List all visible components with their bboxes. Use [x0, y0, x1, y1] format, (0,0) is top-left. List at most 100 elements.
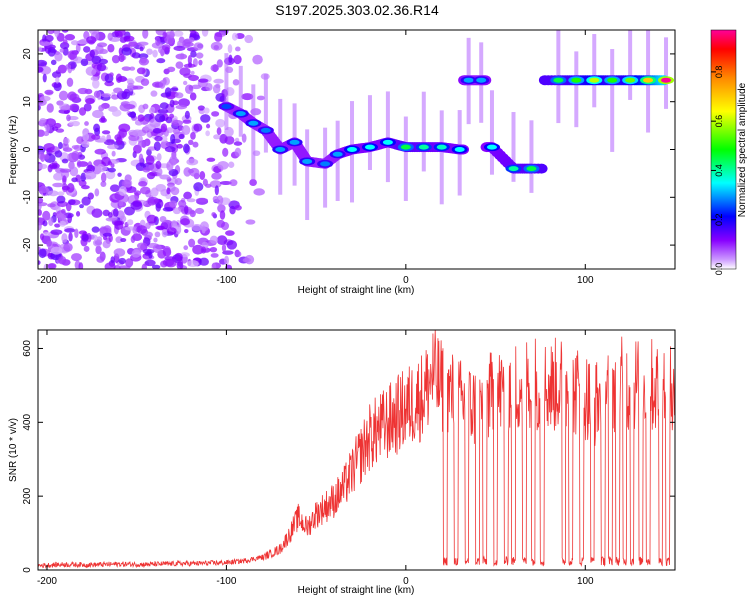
noise-blob — [118, 257, 126, 265]
noise-blob — [66, 77, 74, 88]
ridge-point — [221, 103, 232, 109]
noise-blob — [107, 32, 113, 41]
noise-blob — [47, 262, 57, 269]
noise-blob — [198, 78, 209, 83]
noise-blob — [146, 132, 152, 138]
noise-blob — [187, 260, 199, 268]
noise-blob — [100, 172, 107, 183]
ridge-streak — [238, 65, 243, 137]
noise-blob — [129, 66, 136, 71]
noise-blob — [81, 196, 91, 206]
ridge-point — [607, 77, 618, 83]
noise-blob — [118, 47, 123, 56]
colorbar-tick-label: 0.6 — [714, 115, 724, 128]
noise-blob — [169, 99, 175, 108]
noise-blob — [152, 244, 162, 253]
noise-blob — [157, 108, 169, 114]
noise-blob — [156, 153, 162, 162]
noise-blob — [38, 209, 42, 216]
noise-blob — [43, 263, 49, 269]
noise-blob — [249, 178, 257, 187]
noise-blob — [233, 54, 242, 65]
noise-blob — [38, 248, 47, 259]
noise-blob — [154, 231, 161, 238]
noise-blob — [227, 44, 233, 54]
noise-blob — [39, 41, 52, 47]
noise-blob — [59, 103, 71, 111]
ridge-point — [508, 166, 519, 172]
noise-blob — [78, 107, 87, 116]
noise-blob — [153, 141, 161, 152]
noise-blob — [100, 115, 106, 123]
ridge-point — [260, 127, 271, 133]
noise-blob — [142, 30, 149, 39]
noise-blob — [175, 61, 184, 69]
snr-y-tick-label: 200 — [22, 487, 33, 504]
noise-blob — [178, 133, 185, 140]
noise-blob — [195, 197, 208, 203]
noise-blob — [216, 235, 228, 246]
noise-blob — [253, 188, 265, 196]
noise-blob — [151, 264, 161, 269]
ridge-point — [418, 144, 429, 150]
noise-blob — [166, 227, 177, 235]
noise-blob — [38, 46, 42, 52]
noise-blob — [115, 73, 123, 83]
noise-blob — [71, 177, 78, 183]
noise-blob — [70, 253, 82, 262]
noise-blob — [53, 172, 64, 181]
noise-blob — [205, 130, 210, 137]
noise-blob — [78, 262, 84, 269]
noise-blob — [204, 183, 212, 188]
spectrogram-y-label: Frequency (Hz) — [8, 116, 19, 185]
noise-blob — [183, 245, 189, 251]
noise-blob — [118, 53, 125, 63]
noise-blob — [184, 229, 189, 234]
noise-blob — [59, 168, 72, 173]
noise-blob — [125, 258, 134, 268]
noise-blob — [38, 185, 49, 194]
noise-blob — [183, 73, 192, 79]
noise-blob — [57, 191, 65, 196]
noise-blob — [155, 184, 166, 192]
noise-blob — [62, 137, 70, 145]
noise-blob — [74, 228, 79, 239]
noise-blob — [80, 58, 89, 67]
spectrogram-y-tick-label: 0 — [22, 146, 33, 152]
noise-blob — [63, 242, 73, 252]
colorbar-scale — [710, 29, 737, 270]
snr-marks — [38, 330, 675, 569]
noise-blob — [71, 150, 80, 161]
noise-blob — [232, 79, 240, 86]
noise-blob — [61, 30, 69, 33]
noise-blob — [154, 113, 166, 123]
noise-blob — [96, 256, 105, 263]
ridge-streak — [489, 90, 494, 175]
noise-blob — [45, 124, 50, 133]
noise-blob — [124, 206, 135, 216]
noise-blob — [69, 103, 80, 112]
noise-blob — [39, 233, 45, 241]
noise-blob — [53, 122, 62, 129]
noise-blob — [162, 77, 170, 86]
snr-series-line — [38, 330, 675, 569]
noise-blob — [133, 190, 142, 196]
spectrogram-marks — [38, 30, 675, 269]
noise-blob — [186, 198, 196, 203]
ridge-point — [302, 158, 313, 164]
noise-blob — [62, 47, 69, 56]
noise-blob — [112, 208, 119, 218]
noise-blob — [38, 222, 42, 231]
noise-blob — [137, 41, 149, 46]
spectrogram-x-tick-label: 100 — [577, 275, 594, 286]
ridge-streak — [592, 34, 597, 108]
ridge-streak — [421, 91, 426, 172]
noise-blob — [101, 130, 111, 135]
noise-blob — [188, 238, 196, 248]
noise-blob — [229, 179, 238, 187]
noise-blob — [225, 230, 235, 236]
noise-blob — [156, 58, 166, 64]
ridge-streak — [439, 110, 444, 205]
